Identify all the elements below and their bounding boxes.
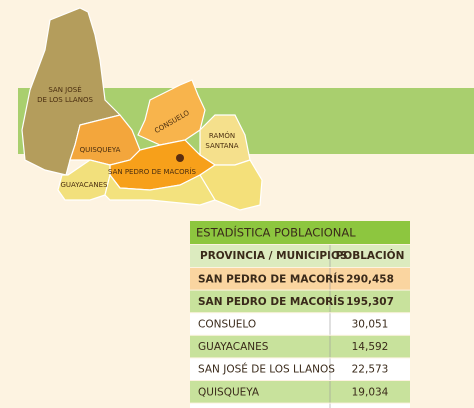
table-title-bg	[190, 221, 410, 244]
map-label: DE LOS LLANOS	[37, 96, 93, 104]
header-bg	[190, 245, 410, 267]
cell: 22,573	[352, 364, 389, 376]
region-south	[104, 173, 216, 206]
map-label: RAMÓN	[209, 131, 235, 140]
map-label: GUAYACANES	[61, 181, 109, 189]
map-label: SAN PEDRO DE MACORÍS	[108, 167, 197, 176]
capital-dot	[176, 154, 184, 162]
row-bg	[190, 358, 410, 380]
cell: QUISQUEYA	[198, 386, 260, 398]
table-title: ESTADÍSTICA POBLACIONAL	[196, 225, 356, 240]
row-bg	[190, 381, 410, 403]
cell: 14,592	[352, 341, 389, 353]
row-bg	[190, 268, 410, 290]
header-cell: PROVINCIA / MUNICIPIOS	[200, 250, 348, 262]
cell: SAN PEDRO DE MACORÍS	[198, 295, 345, 308]
row-bg	[190, 290, 410, 313]
cell: 195,307	[346, 296, 394, 308]
cell: GUAYACANES	[198, 341, 269, 353]
cell: CONSUELO	[198, 319, 256, 331]
table: ESTADÍSTICA POBLACIONAL PROVINCIA / MUNI…	[190, 221, 410, 408]
cell: SAN PEDRO DE MACORÍS	[198, 272, 345, 285]
map-label: SANTANA	[205, 142, 238, 150]
map	[21, 7, 263, 211]
cell: 19,034	[352, 386, 389, 398]
row-bg	[190, 313, 410, 335]
cell: 290,458	[346, 273, 394, 285]
row-bg	[190, 335, 410, 358]
cell: SAN JOSÉ DE LOS LLANOS	[198, 363, 335, 376]
cell: 30,051	[352, 319, 389, 331]
map-label: QUISQUEYA	[80, 146, 121, 154]
row-bg	[190, 403, 410, 408]
map-label: SAN JOSÉ	[48, 85, 81, 94]
header-cell: POBLACIÓN	[336, 249, 405, 262]
